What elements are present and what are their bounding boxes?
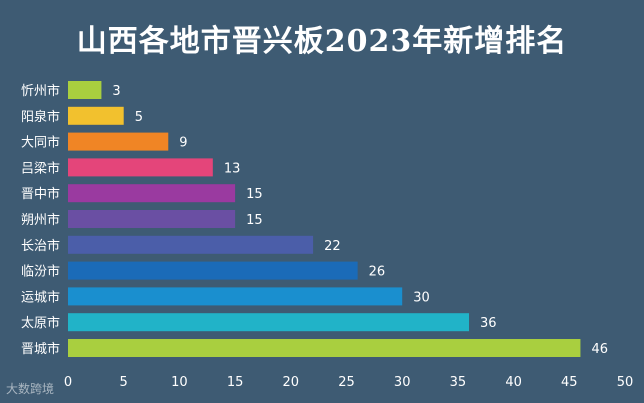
x-tick-label-7: 30 xyxy=(394,375,411,390)
bar-1 xyxy=(68,81,102,99)
value-label-4: 13 xyxy=(224,161,241,176)
bar-3 xyxy=(68,132,169,151)
category-label-10: 太原市 xyxy=(21,315,60,331)
x-tick-label-8: 35 xyxy=(450,375,467,390)
bar-10 xyxy=(68,313,470,332)
value-label-2: 5 xyxy=(135,110,143,125)
value-label-9: 30 xyxy=(413,290,430,305)
x-tick-label-6: 25 xyxy=(338,375,355,390)
value-labels-group: 35 9 13 15 15 22 26 30 36 46 xyxy=(112,84,608,357)
bars-group xyxy=(68,81,581,357)
bar-8 xyxy=(68,261,358,280)
category-label-9: 运城市 xyxy=(21,289,60,305)
value-label-1: 3 xyxy=(112,84,120,99)
chart-title: 山西各地市晋兴板2023年新增排名 xyxy=(76,24,568,59)
bar-5 xyxy=(68,184,236,203)
category-label-5: 晋中市 xyxy=(21,186,60,202)
x-tick-label-3: 10 xyxy=(171,375,188,390)
category-label-11: 晋城市 xyxy=(21,341,60,357)
value-label-6: 15 xyxy=(246,213,263,228)
category-label-6: 朔州市 xyxy=(21,212,60,228)
x-tick-label-5: 20 xyxy=(283,375,300,390)
bar-9 xyxy=(68,287,403,306)
bar-2 xyxy=(68,106,124,125)
value-label-3: 9 xyxy=(179,136,187,151)
x-tick-label-2: 5 xyxy=(120,375,128,390)
category-label-7: 长治市 xyxy=(21,238,60,254)
bar-11 xyxy=(68,339,581,357)
category-label-2: 阳泉市 xyxy=(21,109,60,125)
category-label-8: 临汾市 xyxy=(21,264,60,280)
category-label-4: 吕梁市 xyxy=(21,160,60,176)
value-label-7: 22 xyxy=(324,239,341,254)
bar-6 xyxy=(68,210,236,228)
x-tick-label-10: 45 xyxy=(561,375,578,390)
watermark: 大数跨境 xyxy=(6,382,55,396)
x-tick-labels-group: 0 5 10 15 20 25 30 35 40 45 50 xyxy=(64,375,633,390)
category-label-3: 大同市 xyxy=(21,135,60,151)
x-tick-label-9: 40 xyxy=(505,375,522,390)
bar-7 xyxy=(68,235,314,254)
value-label-8: 26 xyxy=(369,265,386,280)
x-tick-label-1: 0 xyxy=(64,375,72,390)
value-label-5: 15 xyxy=(246,187,263,202)
value-label-10: 36 xyxy=(480,316,497,331)
value-label-11: 46 xyxy=(591,342,608,357)
x-tick-label-11: 50 xyxy=(617,375,634,390)
x-tick-label-4: 15 xyxy=(227,375,244,390)
bar-4 xyxy=(68,158,213,177)
category-label-1: 忻州市 xyxy=(21,83,60,99)
